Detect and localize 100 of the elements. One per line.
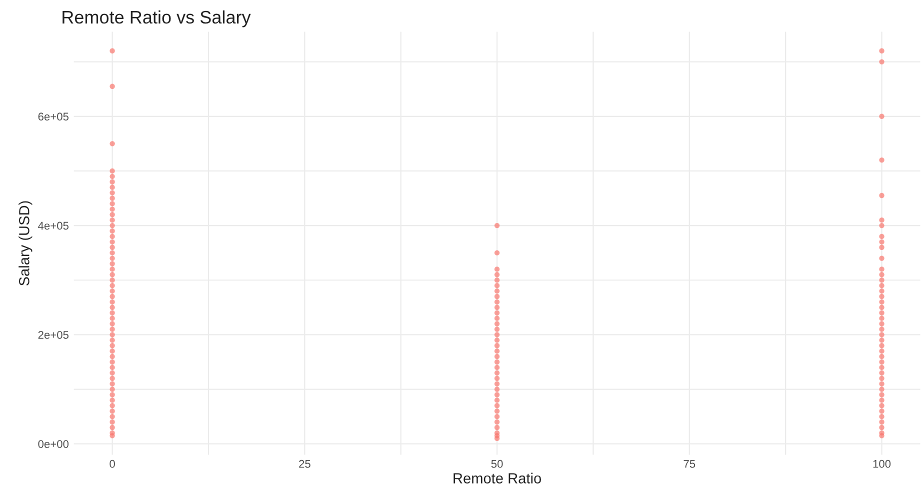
point [494,348,500,354]
point [494,326,500,332]
point [879,278,884,283]
point [879,386,884,392]
point [879,59,884,64]
point [879,332,884,338]
point [110,326,115,332]
point [110,354,115,360]
point [879,364,884,370]
point [110,419,115,425]
point [879,272,884,278]
point [494,376,500,381]
point [494,359,500,365]
point [494,338,500,343]
point [494,299,500,305]
point [494,288,500,294]
point [879,157,884,163]
point [879,282,884,288]
point [110,310,115,316]
point [110,168,115,174]
point [494,414,500,420]
point [879,419,884,425]
point [494,419,500,425]
point [110,408,115,414]
chart-title: Remote Ratio vs Salary [62,10,251,28]
point [879,392,884,398]
point [110,381,115,386]
point [494,316,500,321]
point [110,304,115,310]
point [494,304,500,310]
point [879,304,884,310]
point [494,250,500,256]
point [879,403,884,408]
point [110,201,115,206]
point [110,282,115,288]
point [879,192,884,198]
point [879,326,884,332]
point [879,376,884,381]
point [494,294,500,300]
point [879,354,884,360]
y-tick-label: 6e+05 [38,112,69,121]
point [110,433,115,438]
y-axis-title: Salary (USD) [18,201,32,286]
point [879,288,884,294]
point [110,228,115,234]
point [494,354,500,360]
point [110,386,115,392]
x-tick-label: 50 [491,460,503,468]
point [494,321,500,326]
point [110,424,115,430]
point [879,424,884,430]
point [494,364,500,370]
point [494,408,500,414]
point [879,217,884,223]
point [110,288,115,294]
point [110,272,115,278]
point [879,294,884,300]
point [494,278,500,283]
point [879,222,884,228]
point [110,212,115,218]
point [494,403,500,408]
point [879,321,884,326]
point [110,261,115,266]
point [879,398,884,403]
x-tick-label: 25 [299,460,310,468]
point [879,256,884,261]
point [110,196,115,201]
x-tick-label: 100 [873,460,891,468]
point [879,239,884,245]
point [494,310,500,316]
point [110,174,115,180]
point [110,376,115,381]
point [110,278,115,283]
x-tick-label: 0 [110,460,115,468]
point [110,206,115,212]
x-tick-label: 75 [684,460,696,468]
point [110,364,115,370]
point [494,282,500,288]
point [110,294,115,300]
point [110,414,115,420]
point [879,348,884,354]
y-tick-label: 0e+00 [38,440,69,448]
point [494,222,500,228]
point [879,343,884,348]
point [494,266,500,272]
point [110,184,115,190]
point [110,234,115,240]
point [110,299,115,305]
point [110,217,115,223]
point [879,299,884,305]
point [879,266,884,272]
y-tick-label: 4e+05 [38,222,69,230]
point [879,244,884,250]
point [110,239,115,245]
point [110,370,115,376]
point [879,414,884,420]
point [110,141,115,146]
point [110,244,115,250]
point [879,433,884,438]
x-axis-title: Remote Ratio [454,472,542,484]
